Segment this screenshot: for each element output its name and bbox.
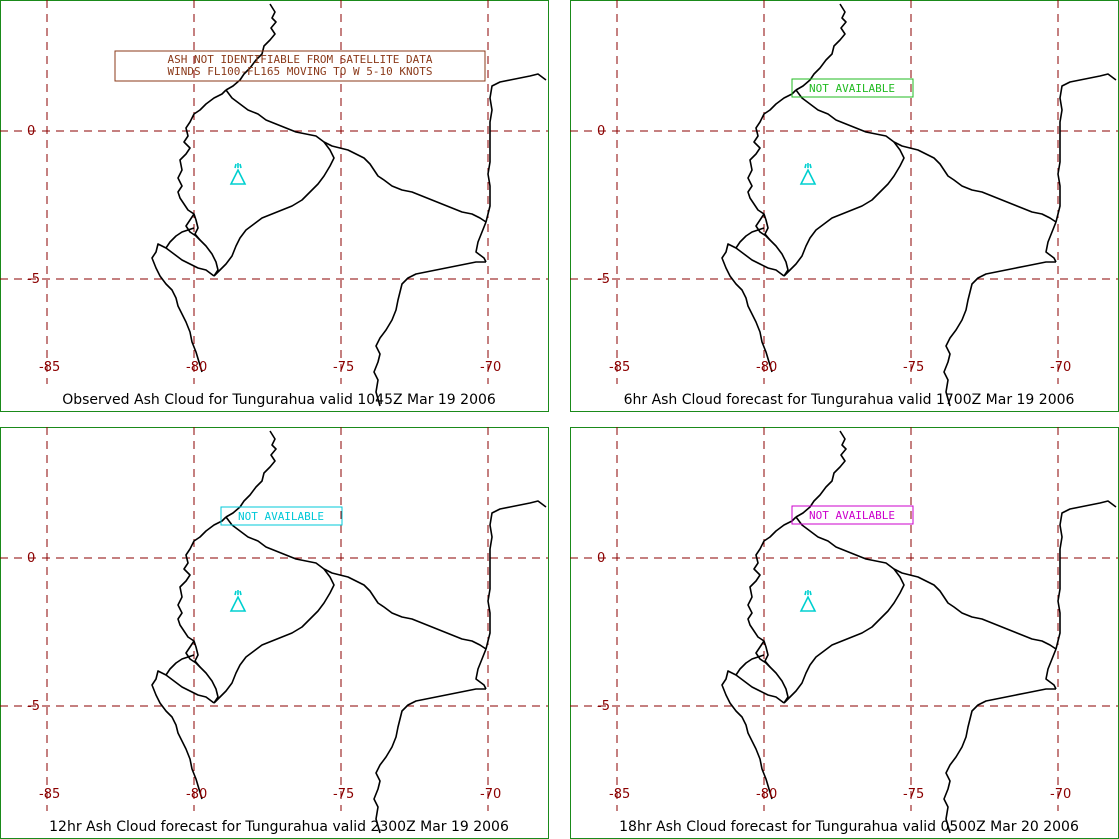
- panel-title: 18hr Ash Cloud forecast for Tungurahua v…: [619, 819, 1079, 835]
- longitude-label: -75: [333, 787, 354, 802]
- panel-title: 12hr Ash Cloud forecast for Tungurahua v…: [49, 819, 509, 835]
- volcano-icon: [229, 163, 247, 185]
- panel-title: 6hr Ash Cloud forecast for Tungurahua va…: [624, 392, 1075, 408]
- longitude-label: -80: [756, 787, 777, 802]
- note-line: NOT AVAILABLE: [809, 82, 895, 95]
- longitude-label: -80: [186, 787, 207, 802]
- panel-frame: [570, 0, 1119, 412]
- latitude-label: 0: [597, 551, 605, 566]
- longitude-label: -85: [39, 787, 60, 802]
- volcano-icon: [799, 590, 817, 612]
- volcano-icon: [229, 590, 247, 612]
- longitude-label: -85: [609, 787, 630, 802]
- note-line: NOT AVAILABLE: [238, 510, 324, 523]
- latitude-label: 0: [597, 124, 605, 139]
- status-note-box: NOT AVAILABLE: [220, 506, 343, 526]
- status-note-box: NOT AVAILABLE: [791, 505, 914, 525]
- longitude-label: -85: [39, 360, 60, 375]
- map-panel-3: 0 -5 -85 -80 -75 -70 NOT AVAILABLE 12hr Ash Clo…: [0, 427, 549, 839]
- coastline-borders: [721, 3, 1117, 407]
- longitude-label: -80: [756, 360, 777, 375]
- coastline-borders: [151, 430, 547, 834]
- note-line: ASH NOT IDENTIFIABLE FROM SATELLITE DATA: [168, 53, 433, 66]
- coastline-borders: [721, 430, 1117, 834]
- longitude-label: -85: [609, 360, 630, 375]
- volcano-icon: [799, 163, 817, 185]
- map-panel-1: 0 -5 -85 -80 -75 -70 ASH NOT IDENTIFIABLE FROM…: [0, 0, 549, 412]
- latitude-label: 0: [27, 124, 35, 139]
- panel-frame: [570, 427, 1119, 839]
- map-panel-2: 0 -5 -85 -80 -75 -70 NOT AVAILABLE 6hr Ash Clou…: [570, 0, 1119, 412]
- longitude-label: -70: [480, 360, 501, 375]
- latitude-label: 0: [27, 551, 35, 566]
- latitude-label: -5: [597, 272, 610, 287]
- longitude-label: -75: [903, 787, 924, 802]
- longitude-label: -70: [1050, 360, 1071, 375]
- panel-title: Observed Ash Cloud for Tungurahua valid …: [62, 392, 496, 408]
- longitude-label: -75: [333, 360, 354, 375]
- latitude-label: -5: [27, 699, 40, 714]
- status-note-box: ASH NOT IDENTIFIABLE FROM SATELLITE DATA…: [114, 50, 486, 82]
- coastline-borders: [151, 3, 547, 407]
- panel-frame: [0, 0, 549, 412]
- latitude-label: -5: [27, 272, 40, 287]
- longitude-label: -80: [186, 360, 207, 375]
- note-line: WINDS FL100-FL165 MOVING TO W 5-10 KNOTS: [168, 65, 433, 78]
- latitude-label: -5: [597, 699, 610, 714]
- note-line: NOT AVAILABLE: [809, 509, 895, 522]
- longitude-label: -70: [480, 787, 501, 802]
- longitude-label: -75: [903, 360, 924, 375]
- status-note-box: NOT AVAILABLE: [791, 78, 914, 98]
- longitude-label: -70: [1050, 787, 1071, 802]
- panel-frame: [0, 427, 549, 839]
- map-panel-4: 0 -5 -85 -80 -75 -70 NOT AVAILABLE 18hr Ash Clo…: [570, 427, 1119, 839]
